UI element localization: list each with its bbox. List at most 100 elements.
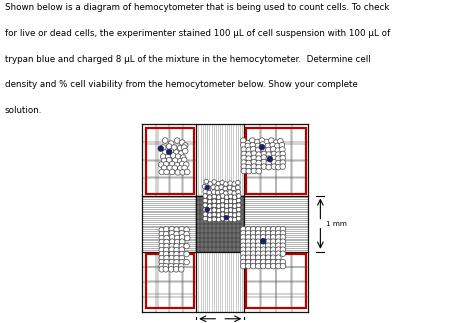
Circle shape bbox=[265, 247, 271, 253]
Circle shape bbox=[173, 263, 179, 269]
Circle shape bbox=[174, 162, 180, 168]
Circle shape bbox=[232, 191, 237, 195]
Circle shape bbox=[259, 138, 264, 143]
Circle shape bbox=[182, 148, 188, 154]
Circle shape bbox=[241, 147, 246, 152]
Circle shape bbox=[159, 239, 164, 245]
Circle shape bbox=[184, 231, 190, 237]
Circle shape bbox=[179, 247, 184, 253]
Circle shape bbox=[220, 198, 225, 203]
Circle shape bbox=[256, 156, 262, 162]
Circle shape bbox=[216, 217, 221, 222]
Circle shape bbox=[174, 251, 179, 257]
Circle shape bbox=[240, 263, 246, 269]
Circle shape bbox=[255, 263, 261, 269]
Circle shape bbox=[166, 144, 172, 149]
Circle shape bbox=[271, 251, 276, 256]
Circle shape bbox=[184, 251, 190, 257]
Circle shape bbox=[159, 263, 164, 269]
Circle shape bbox=[168, 263, 174, 269]
Circle shape bbox=[174, 239, 180, 245]
Circle shape bbox=[182, 165, 187, 171]
Circle shape bbox=[206, 186, 211, 190]
Circle shape bbox=[161, 158, 167, 164]
Circle shape bbox=[177, 166, 183, 171]
Circle shape bbox=[280, 147, 285, 152]
Circle shape bbox=[220, 212, 225, 216]
Circle shape bbox=[224, 213, 229, 217]
Circle shape bbox=[175, 154, 181, 159]
Circle shape bbox=[240, 239, 246, 245]
Text: trypan blue and charged 8 μL of the mixture in the hemocytometer.  Determine cel: trypan blue and charged 8 μL of the mixt… bbox=[5, 55, 371, 64]
Circle shape bbox=[182, 143, 188, 148]
Circle shape bbox=[271, 155, 277, 161]
Circle shape bbox=[177, 145, 183, 151]
Circle shape bbox=[245, 143, 251, 149]
Circle shape bbox=[246, 230, 251, 236]
Circle shape bbox=[246, 247, 251, 253]
Circle shape bbox=[163, 138, 168, 143]
Circle shape bbox=[174, 138, 180, 143]
Circle shape bbox=[228, 181, 233, 185]
Circle shape bbox=[273, 140, 279, 145]
Circle shape bbox=[259, 144, 264, 150]
Circle shape bbox=[169, 226, 174, 232]
Circle shape bbox=[267, 156, 273, 162]
Circle shape bbox=[203, 189, 208, 194]
Circle shape bbox=[266, 164, 272, 170]
Circle shape bbox=[208, 199, 212, 204]
Circle shape bbox=[216, 181, 220, 186]
Circle shape bbox=[246, 239, 251, 245]
Circle shape bbox=[271, 234, 276, 240]
Circle shape bbox=[159, 231, 164, 237]
Circle shape bbox=[211, 190, 216, 194]
Circle shape bbox=[166, 149, 172, 155]
Circle shape bbox=[228, 185, 232, 190]
Circle shape bbox=[224, 195, 229, 200]
Circle shape bbox=[174, 255, 179, 261]
Circle shape bbox=[212, 203, 217, 208]
Circle shape bbox=[174, 259, 179, 265]
Circle shape bbox=[280, 239, 286, 245]
Circle shape bbox=[265, 147, 271, 153]
Circle shape bbox=[208, 217, 212, 222]
Circle shape bbox=[241, 151, 246, 157]
Circle shape bbox=[275, 243, 281, 248]
Circle shape bbox=[271, 255, 276, 260]
Circle shape bbox=[240, 243, 246, 248]
Circle shape bbox=[169, 169, 175, 175]
Circle shape bbox=[255, 226, 261, 232]
Circle shape bbox=[237, 203, 241, 207]
Circle shape bbox=[174, 243, 179, 249]
Circle shape bbox=[250, 259, 256, 265]
Circle shape bbox=[271, 159, 277, 165]
Circle shape bbox=[251, 164, 257, 169]
Circle shape bbox=[279, 142, 285, 148]
Circle shape bbox=[165, 154, 171, 159]
Bar bbox=[246, 128, 306, 193]
Circle shape bbox=[280, 234, 286, 240]
Circle shape bbox=[264, 139, 270, 145]
Circle shape bbox=[159, 235, 164, 241]
Circle shape bbox=[265, 143, 271, 149]
Circle shape bbox=[174, 235, 180, 241]
Circle shape bbox=[220, 194, 225, 198]
Circle shape bbox=[236, 190, 241, 194]
Circle shape bbox=[220, 207, 225, 212]
Circle shape bbox=[265, 234, 271, 240]
Circle shape bbox=[261, 226, 266, 232]
Circle shape bbox=[212, 180, 217, 184]
Circle shape bbox=[275, 156, 281, 162]
Circle shape bbox=[240, 142, 246, 148]
Circle shape bbox=[159, 266, 164, 272]
Circle shape bbox=[207, 190, 211, 195]
Circle shape bbox=[251, 151, 257, 156]
Circle shape bbox=[241, 168, 246, 174]
Circle shape bbox=[271, 243, 276, 248]
Circle shape bbox=[172, 145, 177, 150]
Circle shape bbox=[255, 139, 260, 145]
Circle shape bbox=[240, 226, 246, 232]
Circle shape bbox=[271, 247, 276, 253]
Circle shape bbox=[179, 251, 184, 257]
Circle shape bbox=[228, 194, 233, 199]
